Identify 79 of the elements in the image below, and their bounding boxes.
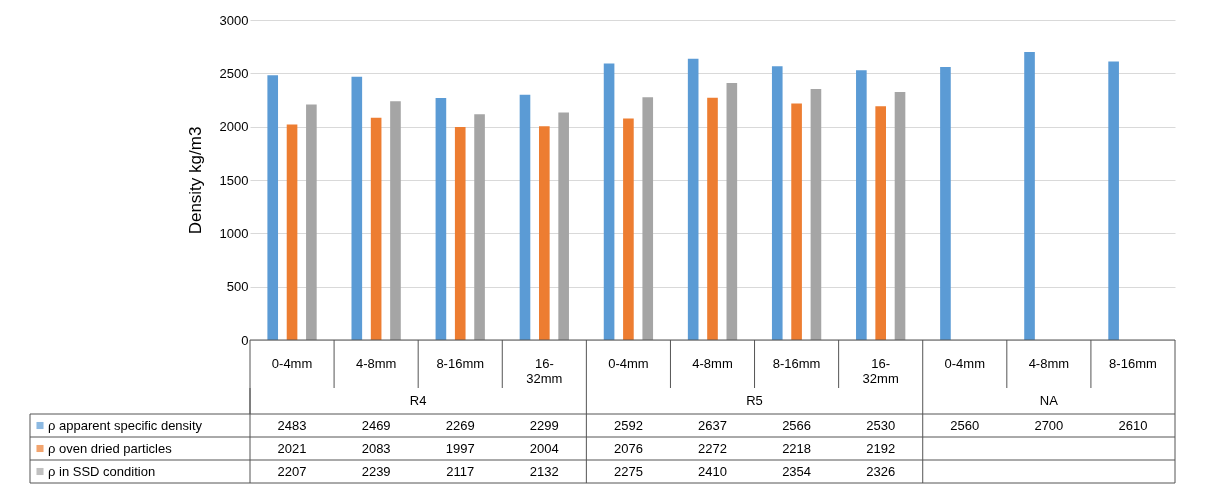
data-label: 2560	[950, 417, 980, 433]
bar	[1108, 61, 1119, 340]
bar	[558, 112, 569, 340]
data-label: 2566	[782, 417, 812, 433]
legend-label: ρ oven dried particles	[48, 440, 173, 456]
data-label: 2299	[529, 417, 559, 433]
y-tick-label: 1500	[219, 172, 249, 188]
bar	[603, 63, 615, 340]
data-label: 2207	[277, 463, 307, 479]
data-label: 1997	[445, 440, 475, 456]
y-tick-label: 500	[226, 279, 249, 295]
bar	[390, 101, 401, 340]
x-tick-label: 8-16mm	[436, 356, 485, 371]
data-label: 2076	[613, 440, 643, 456]
data-label: 2700	[1034, 417, 1064, 433]
y-tick-label: 0	[241, 332, 249, 348]
y-tick-label: 2000	[219, 119, 249, 135]
data-label: 2610	[1118, 417, 1148, 433]
x-tick-label: 0-4mm	[944, 356, 985, 371]
bar	[267, 75, 279, 340]
data-label: 2132	[529, 463, 559, 479]
text: R5	[746, 393, 763, 408]
data-label: 2083	[361, 440, 391, 456]
data-label: 2483	[277, 417, 307, 433]
legend-label: ρ apparent specific density	[48, 417, 203, 433]
bar	[539, 126, 550, 340]
x-tick-label: 0-4mm	[608, 356, 649, 371]
data-label: 2004	[529, 440, 559, 456]
text: NA	[1039, 393, 1059, 408]
data-label: 2272	[698, 440, 727, 456]
bar	[1024, 52, 1035, 340]
y-tick-label: 3000	[219, 12, 249, 28]
bar	[875, 106, 886, 340]
data-label: 2275	[613, 463, 643, 479]
bar	[351, 76, 363, 340]
data-label: 2021	[277, 440, 307, 456]
data-label: 2269	[445, 417, 475, 433]
data-label: 2239	[361, 463, 391, 479]
data-label: 2410	[698, 463, 727, 479]
bar	[894, 91, 906, 340]
bar	[306, 104, 317, 340]
x-tick-label: 8-16mm	[1109, 356, 1157, 371]
data-label: 2192	[866, 440, 896, 456]
y-axis-title: Density kg/m3	[185, 126, 205, 235]
data-label: 2469	[361, 417, 391, 433]
data-label: 2218	[782, 440, 812, 456]
bar	[454, 126, 466, 340]
data-label: 2354	[782, 463, 812, 479]
data-label: 2592	[613, 417, 643, 433]
y-tick-label: 1000	[219, 225, 249, 241]
data-label: 2117	[446, 463, 475, 479]
x-tick-label: 0-4mm	[271, 356, 313, 371]
x-tick-label: 4-8mm	[1028, 356, 1070, 371]
x-tick-label: 8-16mm	[772, 356, 821, 371]
bar	[519, 94, 531, 340]
bar	[707, 97, 718, 340]
text: R4	[409, 393, 427, 408]
bar	[726, 82, 738, 340]
bar	[856, 70, 867, 340]
data-label: 2326	[866, 463, 896, 479]
bar	[623, 118, 634, 340]
data-label: 2637	[698, 417, 727, 433]
bar	[687, 58, 699, 340]
bar	[940, 66, 951, 340]
bar	[370, 117, 382, 340]
bar	[810, 88, 822, 340]
data-label: 2530	[866, 417, 896, 433]
bar	[435, 97, 447, 340]
bar	[771, 66, 783, 340]
y-tick-label: 2500	[219, 65, 249, 81]
bar	[642, 97, 654, 340]
x-tick-label: 4-8mm	[692, 356, 733, 371]
legend-label: ρ in SSD condition	[48, 463, 156, 479]
x-tick-label: 16-32mm	[862, 356, 899, 386]
bar	[286, 124, 298, 340]
x-tick-label: 16-32mm	[526, 356, 563, 386]
x-tick-label: 4-8mm	[355, 356, 397, 371]
bar	[791, 103, 802, 340]
bar	[474, 114, 485, 340]
